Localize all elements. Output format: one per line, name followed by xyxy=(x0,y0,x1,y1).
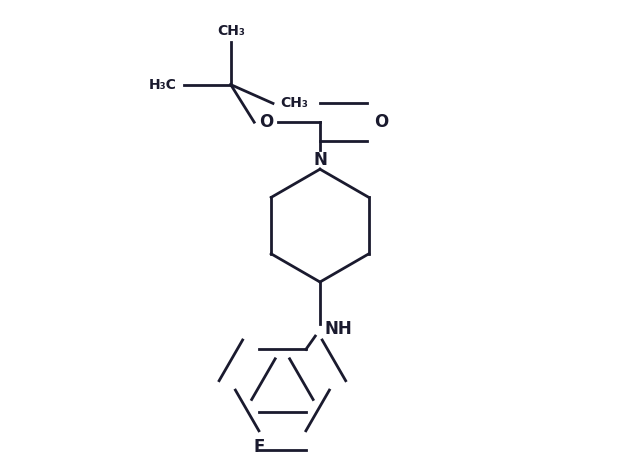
Text: CH₃: CH₃ xyxy=(280,96,308,110)
Text: CH₃: CH₃ xyxy=(217,24,244,38)
Text: N: N xyxy=(313,151,327,169)
Text: O: O xyxy=(259,113,273,131)
Text: F: F xyxy=(253,438,264,456)
Text: H₃C: H₃C xyxy=(148,78,177,92)
Text: NH: NH xyxy=(325,320,353,338)
Text: O: O xyxy=(374,113,388,131)
